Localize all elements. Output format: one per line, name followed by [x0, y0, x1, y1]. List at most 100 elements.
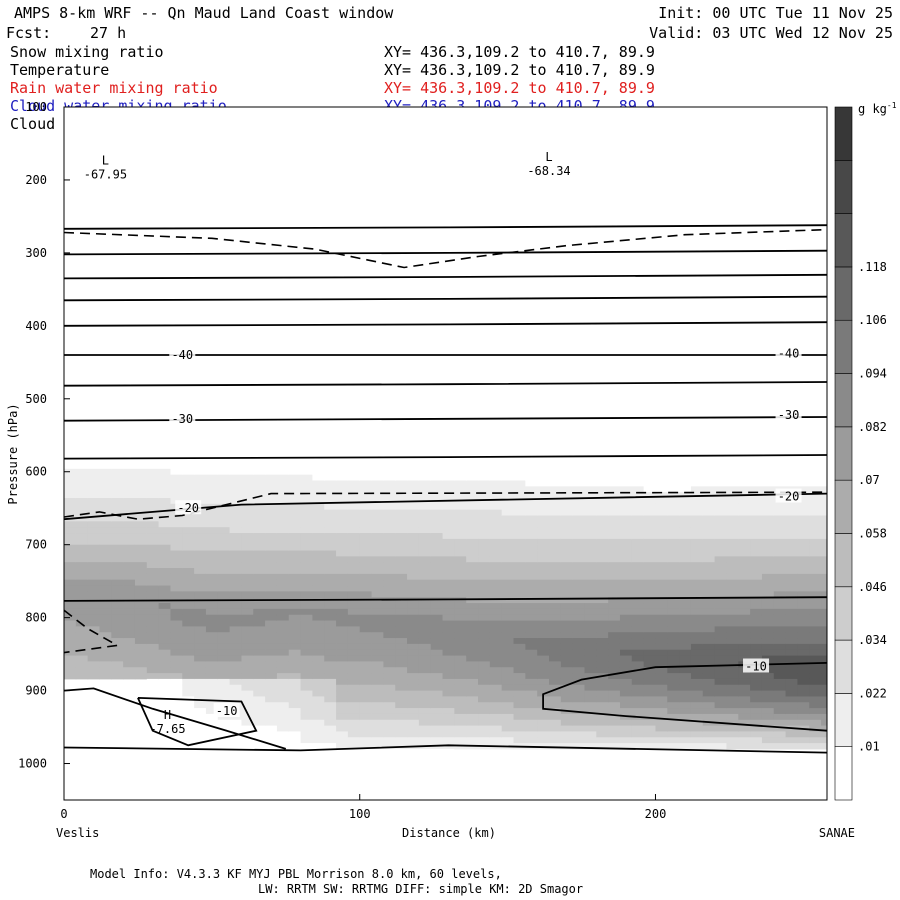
snow-cell — [584, 503, 597, 511]
snow-cell — [797, 620, 810, 627]
snow-cell — [288, 562, 302, 569]
snow-cell — [336, 486, 349, 493]
snow-cell — [99, 591, 112, 598]
snow-cell — [726, 649, 739, 657]
snow-cell — [537, 684, 550, 692]
snow-cell — [773, 538, 787, 546]
snow-cell — [750, 538, 763, 546]
snow-cell — [655, 719, 668, 727]
snow-cell — [478, 550, 491, 557]
snow-shading — [64, 451, 827, 756]
snow-cell — [241, 591, 254, 598]
snow-cell — [182, 573, 195, 581]
snow-cell — [608, 562, 621, 569]
snow-cell — [821, 521, 827, 528]
snow-cell — [418, 748, 432, 756]
snow-cell — [478, 515, 491, 522]
snow-cell — [430, 527, 444, 534]
snow-cell — [466, 649, 479, 657]
snow-cell — [478, 638, 491, 645]
snow-cell — [537, 568, 550, 575]
snow-cell — [64, 626, 77, 633]
snow-cell — [418, 462, 432, 470]
snow-cell — [241, 585, 254, 592]
snow-cell — [501, 638, 515, 645]
snow-cell — [454, 661, 467, 668]
snow-cell — [312, 748, 325, 756]
snow-cell — [537, 533, 550, 540]
snow-cell — [75, 544, 89, 552]
snow-cell — [489, 480, 503, 487]
snow-cell — [478, 626, 491, 633]
snow-cell — [217, 503, 231, 511]
snow-cell — [205, 497, 219, 505]
snow-cell — [87, 544, 100, 552]
snow-cell — [478, 585, 491, 592]
snow-cell — [229, 649, 242, 657]
snow-cell — [194, 626, 207, 633]
snow-cell — [655, 743, 668, 750]
snow-cell — [773, 702, 787, 709]
snow-cell — [679, 573, 692, 581]
snow-cell — [785, 562, 798, 569]
snow-cell — [87, 573, 100, 581]
snow-cell — [655, 585, 668, 592]
snow-cell — [229, 678, 242, 686]
snow-cell — [134, 626, 148, 633]
snow-cell — [111, 614, 124, 622]
snow-cell — [454, 562, 467, 569]
snow-cell — [572, 690, 585, 697]
snow-cell — [454, 638, 467, 645]
snow-cell — [560, 655, 574, 662]
snow-cell — [336, 661, 349, 668]
snow-cell — [821, 573, 827, 581]
snow-cell — [549, 667, 562, 674]
snow-cell — [785, 643, 798, 651]
snow-cell — [702, 474, 716, 481]
snow-cell — [690, 573, 704, 581]
snow-cell — [229, 533, 242, 540]
snow-cell — [537, 503, 550, 511]
snow-cell — [596, 626, 609, 633]
y-tick-label: 1000 — [18, 757, 47, 771]
snow-cell — [253, 626, 266, 633]
snow-cell — [513, 579, 526, 587]
snow-cell — [312, 725, 325, 732]
snow-cell — [690, 533, 704, 540]
snow-cell — [430, 573, 444, 581]
snow-cell — [619, 649, 633, 657]
snow-cell — [430, 556, 444, 563]
snow-cell — [714, 515, 727, 522]
snow-cell — [466, 538, 479, 546]
snow-cell — [489, 538, 503, 546]
snow-cell — [821, 509, 827, 517]
snow-cell — [489, 544, 503, 552]
snow-cell — [75, 661, 89, 668]
snow-cell — [643, 661, 656, 668]
snow-cell — [99, 638, 112, 645]
snow-cell — [336, 515, 349, 522]
snow-cell — [430, 719, 444, 727]
snow-cell — [253, 527, 266, 534]
snow-cell — [761, 527, 775, 534]
snow-cell — [288, 608, 302, 616]
snow-cell — [395, 527, 408, 534]
snow-cell — [726, 503, 739, 511]
snow-cell — [619, 585, 633, 592]
snow-cell — [466, 573, 479, 581]
snow-cell — [572, 556, 585, 563]
colorbar-level: .058 — [858, 526, 887, 540]
snow-cell — [785, 597, 798, 604]
snow-cell — [738, 579, 751, 587]
snow-cell — [761, 573, 775, 581]
snow-cell — [679, 568, 692, 575]
snow-cell — [123, 515, 136, 522]
snow-cell — [134, 474, 148, 481]
snow-cell — [182, 492, 195, 499]
contour-label-bg — [169, 347, 196, 362]
snow-cell — [549, 597, 562, 604]
snow-cell — [596, 632, 609, 639]
snow-cell — [667, 591, 680, 598]
snow-cell — [608, 556, 621, 563]
snow-cell — [324, 486, 337, 493]
